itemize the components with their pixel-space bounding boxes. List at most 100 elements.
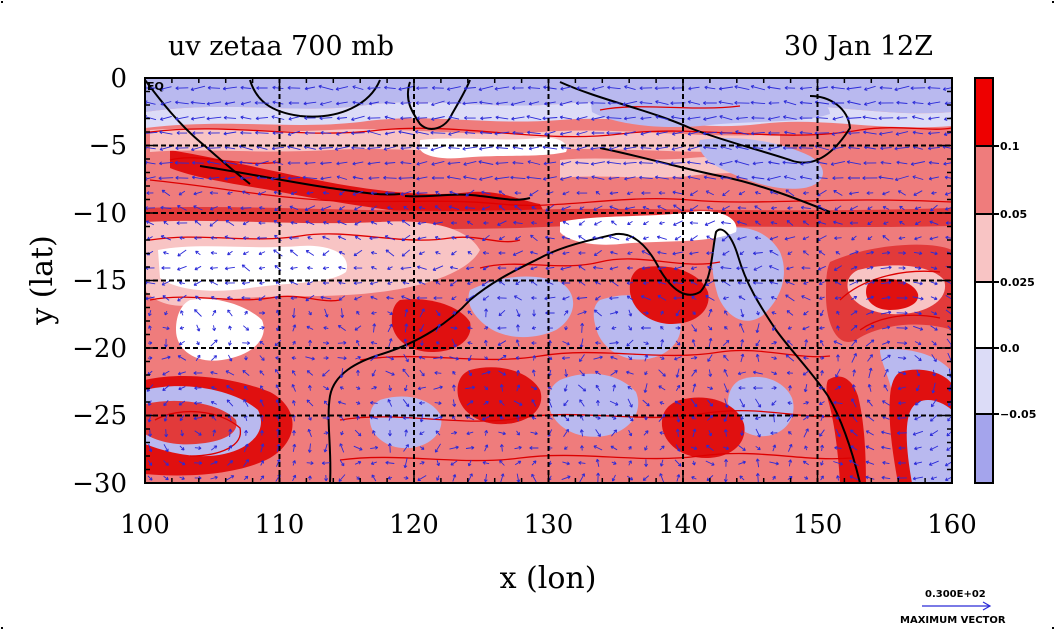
wind-vector-arrow-icon (148, 400, 152, 406)
wind-vector-arrow-icon (881, 325, 891, 330)
wind-vector-arrow-icon (830, 85, 845, 90)
wind-vector-arrow-icon (706, 415, 714, 421)
wind-vector-arrow-icon (353, 249, 363, 257)
wind-vector-arrow-icon (161, 280, 171, 286)
wind-vector-arrow-icon (659, 459, 664, 467)
wind-vector-arrow-icon (702, 101, 717, 105)
wind-vector-arrow-icon (449, 190, 459, 195)
wind-vector-arrow-icon (626, 191, 633, 196)
wind-vector-arrow-icon (723, 326, 728, 330)
wind-vector-arrow-icon (306, 325, 314, 330)
wind-vector-arrow-icon (657, 295, 667, 301)
x-tick-labels: 100 110 120 130 140 150 160 (120, 510, 977, 540)
wind-vector-arrow-icon (833, 461, 844, 466)
wind-vector-arrow-icon (576, 191, 588, 195)
wind-vector-arrow-icon (735, 130, 749, 136)
wind-vector-arrow-icon (306, 281, 314, 286)
wind-vector-arrow-icon (561, 356, 570, 361)
wind-vector-arrow-icon (595, 416, 601, 420)
wind-vector-arrow-icon (323, 400, 328, 406)
wind-vector-arrow-icon (528, 146, 539, 151)
wind-vector-arrow-icon (704, 220, 716, 226)
wind-vector-arrow-icon (352, 100, 364, 105)
wind-vector-arrow-icon (258, 221, 266, 225)
wind-vector-arrow-icon (430, 130, 446, 135)
wind-vector-arrow-icon (162, 295, 170, 301)
wind-vector-arrow-icon (398, 176, 414, 181)
wind-vector-arrow-icon (786, 220, 794, 226)
wind-vector-arrow-icon (148, 444, 153, 453)
wind-vector-arrow-icon (754, 205, 762, 211)
wind-vector-arrow-icon (228, 340, 232, 346)
wind-vector-arrow-icon (340, 430, 344, 436)
wind-vector-arrow-icon (627, 355, 633, 361)
wind-vector-arrow-icon (244, 310, 248, 316)
wind-vector-arrow-icon (896, 431, 907, 435)
wind-vector-arrow-icon (642, 475, 650, 481)
wind-vector-arrow-icon (435, 251, 441, 255)
wind-vector-arrow-icon (240, 176, 252, 181)
wind-vector-arrow-icon (308, 310, 312, 316)
wind-vector-arrow-icon (755, 353, 760, 362)
wind-vector-arrow-icon (531, 296, 537, 300)
wind-vector-arrow-icon (820, 460, 824, 466)
wind-vector-arrow-icon (771, 400, 777, 406)
wind-vector-arrow-icon (307, 265, 313, 270)
wind-vector-arrow-icon (850, 310, 858, 316)
wind-vector-arrow-icon (656, 235, 667, 240)
wind-vector-arrow-icon (370, 445, 379, 450)
wind-vector-arrow-icon (929, 236, 939, 241)
wind-vector-arrow-icon (563, 384, 568, 392)
wind-vector-arrow-icon (419, 461, 425, 465)
wind-vector-arrow-icon (658, 369, 666, 377)
wind-vector-arrow-icon (928, 116, 940, 121)
wind-vector-arrow-icon (324, 474, 328, 482)
wind-vector-arrow-icon (419, 369, 425, 377)
wind-vector-arrow-icon (356, 415, 360, 421)
wind-vector-arrow-icon (609, 310, 619, 315)
y-tick-label: −10 (72, 199, 127, 229)
wind-vector-arrow-icon (336, 175, 348, 180)
wind-vector-arrow-icon (163, 400, 169, 407)
wind-vector-arrow-icon (643, 281, 649, 286)
wind-vector-arrow-icon (786, 413, 794, 422)
wind-vector-arrow-icon (897, 356, 907, 361)
wind-vector-arrow-icon (643, 383, 648, 393)
reference-vector: 0.300E+02 MAXIMUM VECTOR (900, 589, 1006, 626)
wind-vector-arrow-icon (862, 115, 878, 120)
wind-vector-arrow-icon (227, 191, 233, 195)
wind-vector-arrow-icon (516, 324, 520, 332)
wind-vector-arrow-icon (388, 385, 393, 392)
wind-vectors (145, 84, 952, 483)
wind-vector-arrow-icon (431, 86, 444, 90)
wind-vector-arrow-icon (304, 131, 316, 135)
mainland-red-3 (457, 367, 542, 425)
wind-vector-arrow-icon (542, 176, 557, 181)
wind-vector-arrow-icon (786, 340, 793, 346)
wind-vector-arrow-icon (787, 443, 793, 452)
wind-vector-arrow-icon (465, 266, 474, 271)
wind-vector-arrow-icon (692, 311, 696, 315)
wind-vector-arrow-icon (691, 416, 697, 420)
wind-vector-arrow-icon (338, 474, 346, 482)
wind-vector-arrow-icon (832, 116, 844, 121)
wind-vector-arrow-icon (707, 386, 714, 391)
wind-vector-arrow-icon (431, 160, 445, 166)
wind-vector-arrow-icon (384, 115, 396, 120)
wind-vector-arrow-icon (242, 221, 250, 226)
wind-vector-arrow-icon (430, 116, 445, 121)
wind-vector-arrow-icon (660, 339, 665, 347)
wind-vector-arrow-icon (228, 354, 233, 362)
wind-vector-arrow-icon (880, 160, 892, 165)
y-tick-label: −15 (72, 266, 127, 296)
wind-vector-arrow-icon (784, 86, 796, 90)
wind-vector-arrow-icon (291, 356, 297, 360)
wind-vector-arrow-icon (431, 100, 445, 107)
wind-vector-arrow-icon (561, 475, 571, 481)
wind-vector-arrow-icon (542, 116, 558, 121)
wind-vector-arrow-icon (195, 354, 201, 362)
wind-vector-arrow-icon (880, 280, 892, 285)
wind-vector-arrow-icon (164, 338, 168, 348)
wind-vector-arrow-icon (754, 235, 761, 240)
plot-timestamp: 30 Jan 12Z (784, 31, 933, 62)
